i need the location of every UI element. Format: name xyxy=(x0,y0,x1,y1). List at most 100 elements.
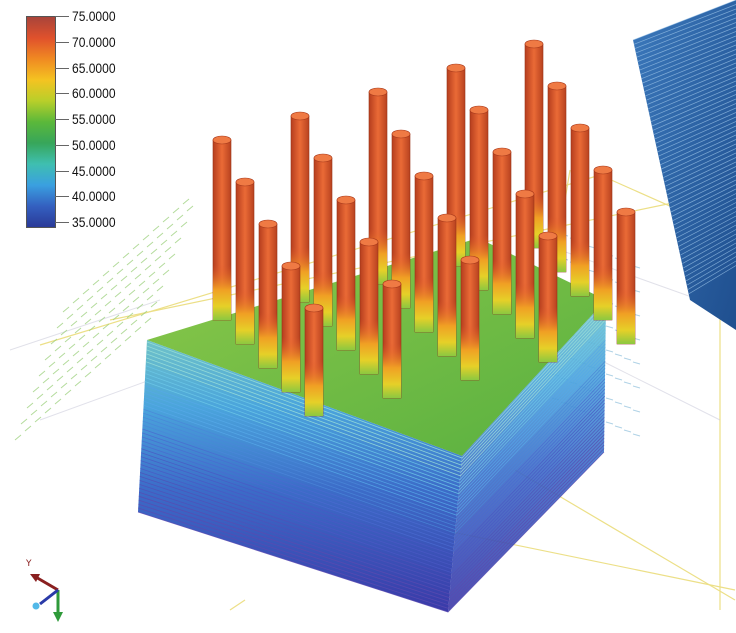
flow-vector xyxy=(154,255,162,262)
colorbar-label: 70.0000 xyxy=(72,33,116,50)
base-plate-edge xyxy=(143,364,606,523)
rack-plate-edge xyxy=(674,197,736,230)
rack-plate-edge xyxy=(683,238,736,269)
flow-vector xyxy=(158,262,166,269)
fin-pin xyxy=(313,153,333,327)
flow-vector xyxy=(40,400,48,407)
flow-vector xyxy=(34,416,42,423)
flow-vector xyxy=(156,232,164,239)
rack-plate-edge xyxy=(651,89,736,127)
rack-plate-edge xyxy=(633,4,736,45)
flow-vector xyxy=(84,371,92,378)
rack-plate-edge xyxy=(687,260,736,290)
flow-vector xyxy=(142,287,150,294)
flow-vector xyxy=(60,329,68,336)
rack-plate-edge xyxy=(655,107,736,144)
colorbar-tick xyxy=(55,16,69,17)
fin-pin xyxy=(570,123,590,297)
base-plate-edge xyxy=(143,350,606,509)
flow-vector xyxy=(72,350,80,357)
flow-vector xyxy=(66,313,74,320)
flow-vector xyxy=(112,261,120,268)
flow-vector xyxy=(118,298,126,305)
flow-vector xyxy=(76,357,84,364)
flow-vector xyxy=(100,346,108,353)
base-plate-edge xyxy=(137,451,605,613)
axes-triad: Y xyxy=(25,559,63,622)
rack-plate-edge xyxy=(679,220,736,252)
flow-vector xyxy=(168,253,176,260)
rack-plate-edge xyxy=(646,62,736,101)
colorbar-tick xyxy=(55,144,69,146)
fin-pin xyxy=(304,303,324,417)
rack-plate-edge xyxy=(647,67,736,105)
fin-pin xyxy=(382,279,402,399)
base-plate-edge xyxy=(145,319,607,477)
flow-vector xyxy=(146,241,154,248)
flow-vector xyxy=(110,284,118,291)
flow-vector xyxy=(140,257,148,264)
rack-plate-edge xyxy=(638,26,736,67)
flow-vector xyxy=(166,223,174,230)
flow-vector xyxy=(124,282,132,289)
flow-vector xyxy=(116,321,124,328)
colorbar-tick xyxy=(55,196,69,198)
rack-plate-edge xyxy=(658,121,736,157)
flow-vector xyxy=(112,314,120,321)
rack-plate-edge xyxy=(642,44,736,84)
fin-pin xyxy=(414,171,434,333)
flow-vector xyxy=(44,407,52,414)
fin-pin xyxy=(492,147,512,315)
flow-vector xyxy=(62,306,70,313)
flow-vector xyxy=(90,302,98,309)
base-plate-edge xyxy=(138,441,605,602)
rack-plate-edge xyxy=(686,251,736,282)
flow-vector xyxy=(162,216,170,223)
flow-vector xyxy=(150,301,158,308)
colorbar-label: 35.0000 xyxy=(72,214,116,230)
colorbar-label: 60.0000 xyxy=(72,85,116,102)
rack-plate-edge xyxy=(667,166,736,200)
flow-vector xyxy=(14,434,22,441)
flow-vector xyxy=(134,326,142,333)
rack-plate-edge xyxy=(660,130,736,166)
colorbar-label: 55.0000 xyxy=(72,111,116,127)
flow-vector xyxy=(128,289,136,296)
flow-vector xyxy=(180,221,188,228)
rack-plate-edge xyxy=(667,161,736,196)
flow-vector xyxy=(130,266,138,273)
flow-vector xyxy=(66,366,74,373)
flow-vector xyxy=(20,418,28,425)
base-plate-edge xyxy=(145,322,607,480)
flow-vector xyxy=(72,297,80,304)
colorbar-tick xyxy=(55,67,69,69)
flow-vector xyxy=(94,309,102,316)
flow-vector xyxy=(142,234,150,241)
rack-plate-edge xyxy=(636,17,736,58)
flow-vector xyxy=(632,433,641,437)
base-plate-edge xyxy=(146,308,607,466)
flow-vector xyxy=(152,278,160,285)
flow-vector xyxy=(605,373,614,377)
base-plate-edge xyxy=(145,329,606,488)
fin-pin xyxy=(538,231,558,363)
flow-vector xyxy=(140,310,148,317)
flow-vector xyxy=(30,409,38,416)
colorbar-label: 75.0000 xyxy=(72,8,116,24)
flow-vector xyxy=(116,268,124,275)
flow-vector xyxy=(104,353,112,360)
colorbar-tick xyxy=(55,41,69,43)
colorbar xyxy=(26,16,56,228)
rack-plate-edge xyxy=(640,35,736,75)
flow-vector xyxy=(176,214,184,221)
flow-vector xyxy=(92,332,100,339)
base-plate-edge xyxy=(139,420,605,581)
flow-vector xyxy=(106,330,114,337)
base-plate-edge xyxy=(144,347,606,506)
rack-plate-edge xyxy=(657,116,736,153)
flow-vector xyxy=(114,291,122,298)
base-plate-edge xyxy=(138,434,605,595)
flow-vector xyxy=(182,198,190,205)
flow-vector xyxy=(70,320,78,327)
